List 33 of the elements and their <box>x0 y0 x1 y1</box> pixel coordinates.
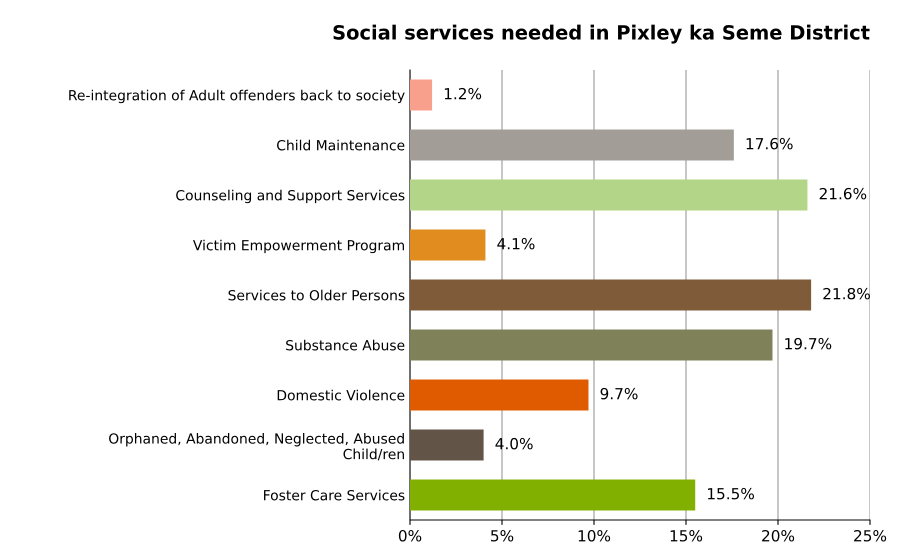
y-tick-label: Orphaned, Abandoned, Neglected, Abused Child/ren <box>109 433 404 460</box>
data-label: 17.6% <box>746 138 793 150</box>
x-tick-label: 5% <box>491 530 514 542</box>
bar <box>410 380 588 410</box>
y-tick-label: Services to Older Persons <box>228 290 404 300</box>
bar <box>410 230 486 260</box>
data-label: 4.0% <box>495 438 533 450</box>
bar <box>410 330 772 360</box>
data-label: 9.7% <box>600 388 638 400</box>
y-tick-label: Re-integration of Adult offenders back to society <box>69 90 405 104</box>
y-tick-label: Substance Abuse <box>286 340 404 350</box>
bar <box>410 430 484 460</box>
bar <box>410 280 812 310</box>
bar <box>410 80 432 110</box>
x-tick-label: 15% <box>670 530 702 542</box>
bar <box>410 480 696 510</box>
y-tick-label: Counseling and Support Services <box>176 190 404 204</box>
y-tick-label: Child Maintenance <box>277 140 404 150</box>
x-tick-label: 0% <box>398 530 422 542</box>
bar <box>410 180 808 210</box>
data-label: 1.2% <box>444 88 482 100</box>
y-tick-label: Foster Care Services <box>264 490 404 500</box>
data-label: 21.8% <box>823 288 870 300</box>
x-tick-label: 25% <box>854 530 886 542</box>
data-label: 4.1% <box>497 238 535 250</box>
y-tick-label: Domestic Violence <box>278 390 404 400</box>
data-label: 21.6% <box>820 188 866 200</box>
y-tick-label: Victim Empowerment Program <box>192 240 404 254</box>
x-tick-label: 20% <box>762 530 794 542</box>
data-label: 19.7% <box>785 338 832 350</box>
chart-title: Social services needed in Pixley ka Seme District <box>334 24 870 44</box>
data-label: 15.5% <box>708 488 754 500</box>
x-tick-label: 10% <box>578 530 610 542</box>
